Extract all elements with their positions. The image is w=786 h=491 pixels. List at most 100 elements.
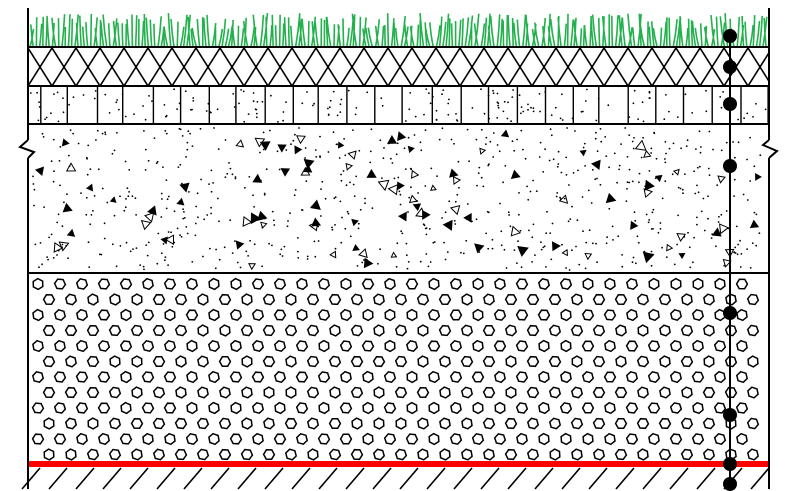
gravel-stone — [538, 370, 550, 384]
concrete-dot — [567, 220, 570, 223]
concrete-dot — [696, 216, 698, 219]
concrete-dot — [41, 263, 43, 266]
gravel-stone — [130, 418, 144, 429]
grass-layer — [29, 13, 768, 48]
gravel-stone — [439, 355, 451, 368]
concrete-dot — [680, 147, 682, 150]
concrete-dot — [626, 181, 629, 184]
gravel-stone — [164, 432, 176, 446]
block-dot — [366, 91, 369, 94]
gravel-stone — [703, 293, 715, 306]
concrete-dot — [210, 169, 213, 172]
concrete-dot — [496, 144, 499, 146]
concrete-dot — [156, 262, 159, 265]
gravel-stone — [339, 308, 353, 322]
concrete-dot — [707, 195, 709, 198]
concrete-dot — [568, 184, 570, 186]
block-dot — [306, 91, 308, 93]
block-dot — [511, 96, 514, 98]
concrete-dot — [612, 239, 614, 241]
concrete-dot — [482, 185, 485, 188]
concrete-dot — [737, 141, 740, 144]
block-dot — [381, 104, 384, 107]
concrete-dot — [382, 157, 385, 160]
concrete-dot — [301, 209, 304, 212]
measurement-point — [723, 457, 737, 471]
gravel-stone — [658, 417, 672, 430]
concrete-dot — [304, 147, 307, 149]
concrete-dot — [179, 128, 182, 131]
gravel-stone — [581, 370, 595, 384]
concrete-dot — [127, 195, 130, 198]
block-dot — [527, 103, 529, 106]
gravel-stone — [219, 386, 231, 399]
aggregate-triangle — [719, 223, 730, 235]
concrete-dot — [357, 227, 360, 230]
block-dot — [184, 90, 187, 93]
concrete-dot — [186, 232, 189, 235]
concrete-dot — [294, 133, 296, 136]
concrete-dot — [32, 175, 34, 178]
block-dot — [313, 102, 315, 105]
concrete-dot — [304, 157, 306, 159]
aggregate-triangle — [347, 150, 357, 160]
concrete-dot — [673, 263, 676, 266]
concrete-dot — [465, 239, 468, 242]
aggregate-triangle — [147, 205, 157, 216]
aggregate-triangle — [517, 245, 529, 257]
concrete-dot — [52, 180, 55, 183]
concrete-dot — [278, 168, 281, 171]
concrete-dot — [749, 136, 751, 139]
concrete-dot — [191, 145, 194, 148]
concrete-dot — [355, 175, 358, 178]
block-dot — [355, 107, 358, 109]
gravel-stone — [197, 324, 209, 337]
gravel-stone — [449, 309, 463, 321]
concrete-dot — [287, 220, 289, 222]
gravel-stone — [329, 386, 341, 399]
aggregate-triangle — [160, 236, 168, 245]
concrete-dot — [89, 223, 92, 226]
gravel-stone — [285, 293, 297, 306]
concrete-dot — [33, 204, 35, 207]
concrete-dot — [135, 247, 138, 250]
block-dot — [121, 93, 124, 95]
concrete-dot — [345, 184, 348, 187]
gravel-stone — [141, 309, 155, 321]
gravel-stone — [439, 386, 451, 399]
gravel-stone — [218, 417, 232, 430]
gravel-stone — [87, 417, 99, 430]
gravel-stone — [570, 386, 584, 399]
concrete-dot — [595, 242, 597, 245]
gravel-stone — [460, 324, 474, 337]
concrete-dot — [565, 267, 567, 269]
concrete-dot — [552, 158, 555, 161]
concrete-dot — [129, 250, 132, 253]
gravel-stone — [97, 432, 111, 446]
concrete-dot — [125, 198, 127, 200]
concrete-dot — [696, 166, 699, 169]
block-dot — [282, 111, 285, 113]
concrete-dot — [499, 202, 501, 205]
gravel-stone — [318, 339, 330, 353]
gravel-stone — [142, 432, 154, 446]
concrete-dot — [686, 139, 689, 142]
gravel-stone — [483, 448, 495, 461]
block-dot — [480, 88, 482, 91]
block-dot — [285, 101, 287, 103]
concrete-dot — [146, 254, 149, 257]
block-dot — [561, 93, 563, 96]
gravel-stone — [494, 277, 506, 291]
gravel-stone — [724, 386, 738, 399]
concrete-dot — [259, 151, 261, 154]
gravel-stone — [405, 339, 419, 353]
concrete-dot — [549, 232, 552, 235]
gravel-stone — [186, 370, 198, 384]
gravel-stone — [119, 433, 133, 445]
aggregate-triangle — [62, 202, 73, 213]
concrete-dot — [165, 179, 168, 182]
concrete-dot — [381, 177, 383, 180]
left-boundary — [18, 8, 36, 489]
concrete-dot — [606, 236, 608, 239]
